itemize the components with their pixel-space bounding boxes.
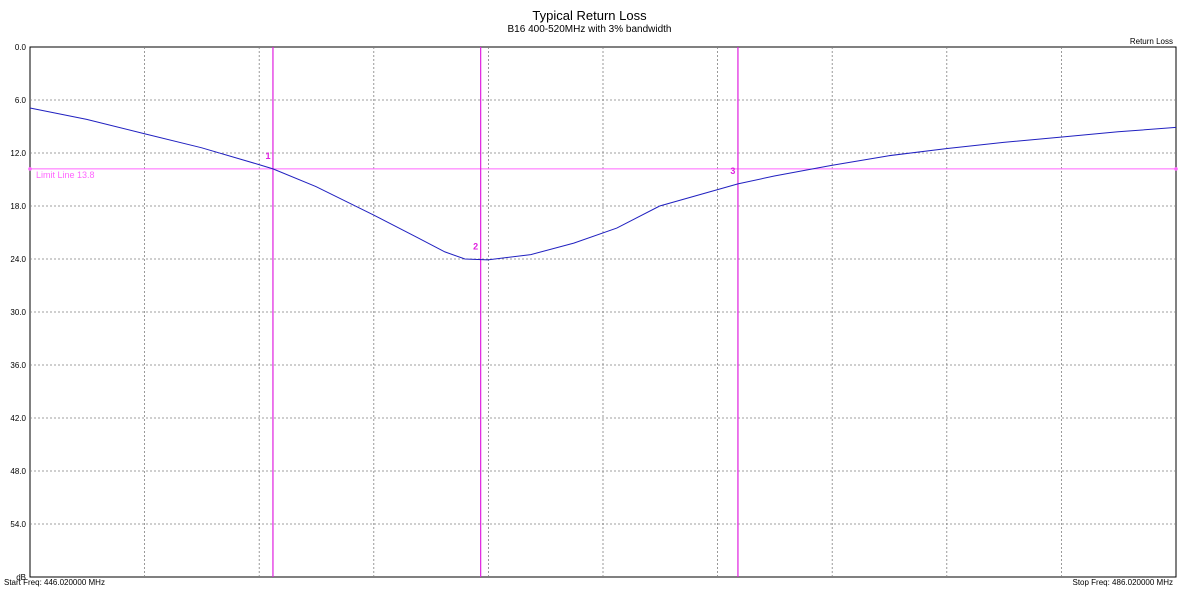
grid-lines: [30, 47, 1176, 577]
limit-line-label: Limit Line 13.8: [36, 170, 95, 180]
limit-line-group: Limit Line 13.8: [28, 167, 1178, 180]
y-unit-label: dB: [16, 573, 26, 582]
y-tick-label: 24.0: [10, 255, 26, 264]
limit-line-end-dot: [1174, 167, 1178, 171]
y-tick-label: 18.0: [10, 202, 26, 211]
y-tick-label: 12.0: [10, 149, 26, 158]
y-tick-label: 30.0: [10, 308, 26, 317]
marker-label: 3: [730, 166, 735, 176]
y-tick-label: 54.0: [10, 520, 26, 529]
marker-label: 2: [473, 242, 478, 252]
start-freq-label: Start Freq: 446.020000 MHz: [4, 578, 105, 587]
y-tick-label: 42.0: [10, 414, 26, 423]
series-label: Return Loss: [1129, 37, 1173, 46]
markers-group: 1 2 3: [265, 47, 739, 577]
y-tick-label: 48.0: [10, 467, 26, 476]
chart-title: Typical Return Loss: [532, 8, 647, 23]
chart-subtitle: B16 400-520MHz with 3% bandwidth: [507, 24, 672, 35]
y-tick-label: 0.0: [15, 43, 27, 52]
return-loss-trace: [29, 107, 1177, 261]
y-tick-label: 36.0: [10, 361, 26, 370]
y-tick-labels: 0.0 6.0 12.0 18.0 24.0 30.0 36.0 42.0 48.0 54.0: [10, 43, 26, 529]
marker-label: 1: [265, 151, 270, 161]
y-tick-label: 6.0: [15, 96, 27, 105]
stop-freq-label: Stop Freq: 486.020000 MHz: [1072, 578, 1173, 587]
limit-line-start-dot: [28, 167, 32, 171]
